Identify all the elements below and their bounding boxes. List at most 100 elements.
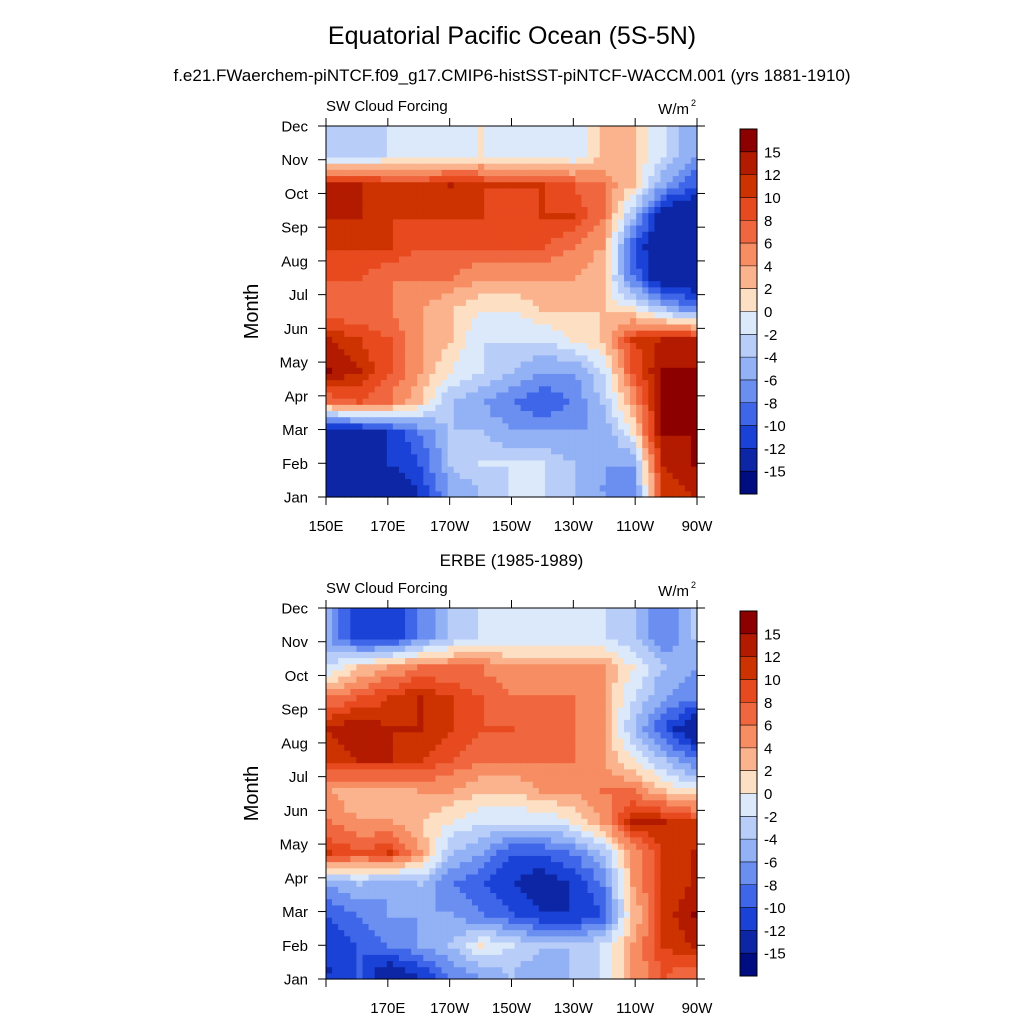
heatmap-cell xyxy=(642,299,649,306)
heatmap-cell xyxy=(350,311,358,319)
heatmap-cell xyxy=(423,249,430,257)
heatmap-cell xyxy=(563,459,570,467)
heatmap-cell xyxy=(557,379,564,387)
heatmap-cell xyxy=(374,299,382,306)
heatmap-cell xyxy=(326,422,333,430)
heatmap-cell xyxy=(617,212,625,220)
heatmap-cell xyxy=(484,910,491,918)
heatmap-cell xyxy=(350,472,358,480)
heatmap-cell xyxy=(587,880,595,887)
heatmap-cell xyxy=(386,892,394,900)
heatmap-cell xyxy=(508,960,516,968)
heatmap-cell xyxy=(441,472,449,480)
heatmap-cell xyxy=(605,311,613,319)
heatmap-cell xyxy=(569,447,576,455)
heatmap-cell xyxy=(508,342,516,350)
heatmap-cell xyxy=(453,224,461,232)
heatmap-cell xyxy=(502,367,510,374)
heatmap-cell xyxy=(599,966,607,974)
heatmap-cell xyxy=(617,348,625,356)
heatmap-cell xyxy=(386,231,394,238)
heatmap-cell xyxy=(459,262,467,269)
heatmap-cell xyxy=(538,194,546,201)
heatmap-cell xyxy=(398,886,406,894)
heatmap-cell xyxy=(496,435,503,442)
heatmap-cell xyxy=(672,354,680,362)
heatmap-cell xyxy=(502,360,510,368)
heatmap-cell xyxy=(423,317,430,325)
heatmap-cell xyxy=(642,428,649,436)
heatmap-cell xyxy=(648,391,656,399)
heatmap-cell xyxy=(496,169,503,177)
heatmap-cell xyxy=(332,144,339,152)
heatmap-cell xyxy=(520,360,528,368)
heatmap-cell xyxy=(648,972,656,980)
heatmap-cell xyxy=(599,398,607,405)
x-tick-label: 150E xyxy=(308,518,343,535)
heatmap-cell xyxy=(508,156,516,164)
heatmap-cell xyxy=(362,867,370,875)
heatmap-cell xyxy=(648,237,656,245)
heatmap-cell xyxy=(417,268,424,275)
heatmap-cell xyxy=(484,373,491,381)
heatmap-cell xyxy=(599,929,607,937)
heatmap-cell xyxy=(411,398,418,405)
heatmap-cell xyxy=(617,466,625,473)
heatmap-cell xyxy=(508,972,516,980)
heatmap-cell xyxy=(508,941,516,949)
heatmap-cell xyxy=(532,348,540,356)
heatmap-cell xyxy=(557,200,564,207)
heatmap-cell xyxy=(544,917,552,924)
heatmap-cell xyxy=(690,330,698,337)
heatmap-cell xyxy=(344,206,351,214)
heatmap-cell xyxy=(593,156,601,164)
heatmap-cell xyxy=(435,972,443,980)
heatmap-cell xyxy=(392,354,400,362)
heatmap-cell xyxy=(593,249,601,257)
heatmap-cell xyxy=(344,163,351,170)
colorbar-swatch xyxy=(740,197,757,221)
heatmap-cell xyxy=(435,305,443,313)
heatmap-cell xyxy=(441,224,449,232)
heatmap-cell xyxy=(654,855,662,863)
heatmap-cell xyxy=(684,348,692,356)
heatmap-cell xyxy=(368,441,376,449)
heatmap-cell xyxy=(496,447,503,455)
heatmap-cell xyxy=(326,428,333,436)
heatmap-cell xyxy=(496,360,503,368)
heatmap-cell xyxy=(374,286,382,294)
heatmap-cell xyxy=(374,410,382,418)
heatmap-cell xyxy=(508,404,516,412)
heatmap-cell xyxy=(386,169,394,177)
heatmap-cell xyxy=(690,181,698,189)
heatmap-cell xyxy=(478,855,485,863)
heatmap-cell xyxy=(405,873,412,881)
heatmap-cell xyxy=(459,360,467,368)
heatmap-cell xyxy=(587,472,595,480)
heatmap-cell xyxy=(484,330,491,337)
heatmap-cell xyxy=(617,447,625,455)
heatmap-cell xyxy=(490,330,497,337)
heatmap-cell xyxy=(593,150,601,158)
heatmap-cell xyxy=(508,398,516,405)
heatmap-cell xyxy=(666,268,674,275)
heatmap-cell xyxy=(630,892,637,900)
heatmap-cell xyxy=(672,175,680,183)
heatmap-cell xyxy=(599,886,607,894)
heatmap-cell xyxy=(563,126,570,133)
heatmap-cell xyxy=(453,305,461,313)
heatmap-cell xyxy=(538,218,546,226)
heatmap-cell xyxy=(490,181,497,189)
heatmap-cell xyxy=(423,126,430,133)
heatmap-cell xyxy=(490,292,497,300)
heatmap-cell xyxy=(392,206,400,214)
heatmap-cell xyxy=(441,317,449,325)
heatmap-cell xyxy=(514,428,522,436)
heatmap-cell xyxy=(465,274,473,282)
heatmap-cell xyxy=(435,268,443,275)
heatmap-cell xyxy=(502,459,510,467)
heatmap-cell xyxy=(532,892,540,900)
heatmap-cell xyxy=(617,268,625,275)
heatmap-cell xyxy=(417,416,424,424)
heatmap-cell xyxy=(569,224,576,232)
